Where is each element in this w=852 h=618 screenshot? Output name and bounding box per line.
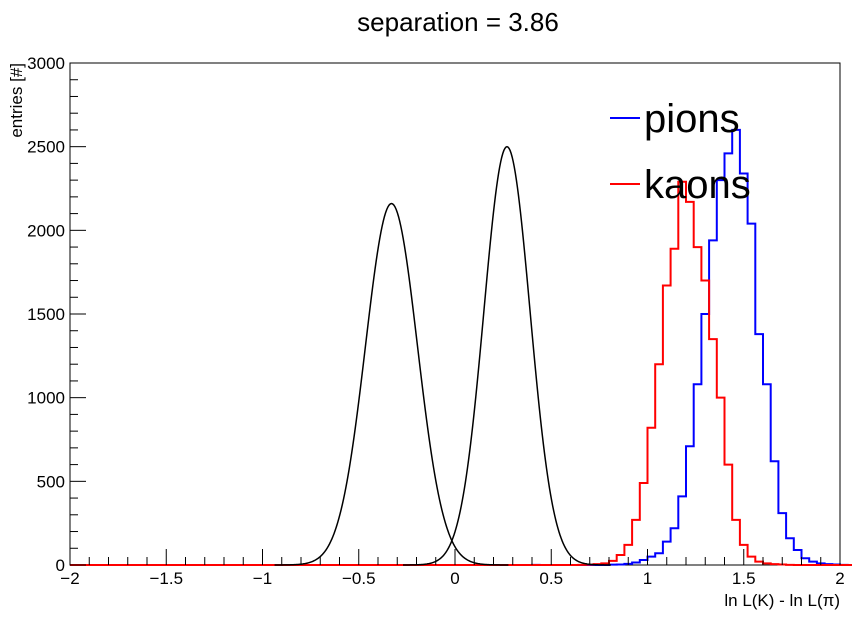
x-tick-label: 2 (835, 569, 844, 588)
fit-curve-1 (403, 145, 611, 566)
x-tick-label: 1 (643, 569, 652, 588)
y-axis-label: entries [#] (7, 63, 26, 138)
y-tick-label: 1500 (27, 305, 65, 324)
histogram-layer (70, 128, 852, 566)
x-tick-label: −1.5 (149, 569, 183, 588)
x-tick-label: 1.5 (732, 569, 756, 588)
y-tick-label: 0 (56, 556, 65, 575)
fit-curves-layer (274, 145, 611, 566)
x-tick-label: 0 (450, 569, 459, 588)
legend-label-kaons: kaons (644, 163, 751, 207)
y-tick-label: 1000 (27, 389, 65, 408)
legend-label-pions: pions (644, 97, 740, 141)
x-tick-label: −0.5 (342, 569, 376, 588)
x-axis-label: ln L(K) - ln L(π) (724, 591, 840, 610)
x-tick-label: 0.5 (539, 569, 563, 588)
fit-curve-2 (274, 202, 509, 566)
histogram-kaons (70, 180, 852, 566)
x-tick-label: −1 (253, 569, 272, 588)
y-tick-label: 3000 (27, 54, 65, 73)
axes-layer: −2 −1.5 −1 −0.5 0 0.5 1 1.5 2 0 500 1000 1500 2000 250… (27, 54, 845, 588)
legend: pions kaons (610, 97, 751, 207)
chart-title: separation = 3.86 (357, 7, 559, 37)
y-tick-label: 2500 (27, 138, 65, 157)
y-tick-label: 2000 (27, 221, 65, 240)
y-tick-label: 500 (37, 472, 65, 491)
x-tick-label: −2 (60, 569, 79, 588)
